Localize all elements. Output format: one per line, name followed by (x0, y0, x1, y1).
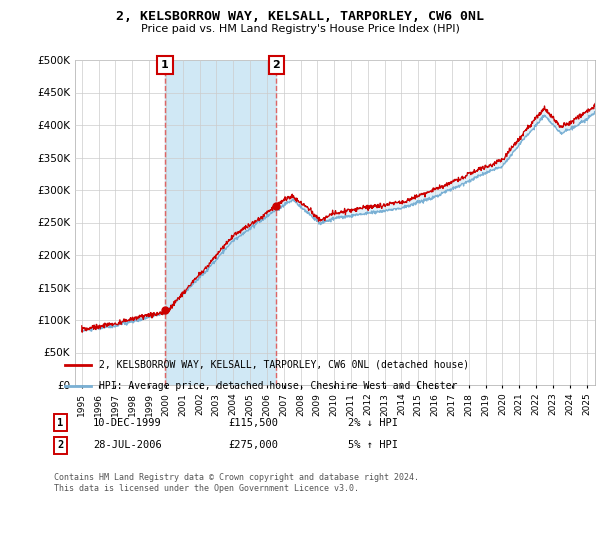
Text: 10-DEC-1999: 10-DEC-1999 (93, 418, 162, 428)
Text: 2% ↓ HPI: 2% ↓ HPI (348, 418, 398, 428)
Text: 1: 1 (57, 418, 63, 428)
Text: Price paid vs. HM Land Registry's House Price Index (HPI): Price paid vs. HM Land Registry's House … (140, 24, 460, 34)
Text: Contains HM Land Registry data © Crown copyright and database right 2024.
This d: Contains HM Land Registry data © Crown c… (54, 473, 419, 493)
Text: 2: 2 (272, 60, 280, 70)
Text: 28-JUL-2006: 28-JUL-2006 (93, 440, 162, 450)
Text: 2, KELSBORROW WAY, KELSALL, TARPORLEY, CW6 0NL (detached house): 2, KELSBORROW WAY, KELSALL, TARPORLEY, C… (99, 360, 469, 370)
Text: 2: 2 (57, 440, 63, 450)
Text: £275,000: £275,000 (228, 440, 278, 450)
Text: 5% ↑ HPI: 5% ↑ HPI (348, 440, 398, 450)
Text: 2, KELSBORROW WAY, KELSALL, TARPORLEY, CW6 0NL: 2, KELSBORROW WAY, KELSALL, TARPORLEY, C… (116, 10, 484, 23)
Text: HPI: Average price, detached house, Cheshire West and Chester: HPI: Average price, detached house, Ches… (99, 381, 457, 390)
Bar (165, 60, 277, 385)
Text: 1: 1 (161, 60, 169, 70)
Text: £115,500: £115,500 (228, 418, 278, 428)
